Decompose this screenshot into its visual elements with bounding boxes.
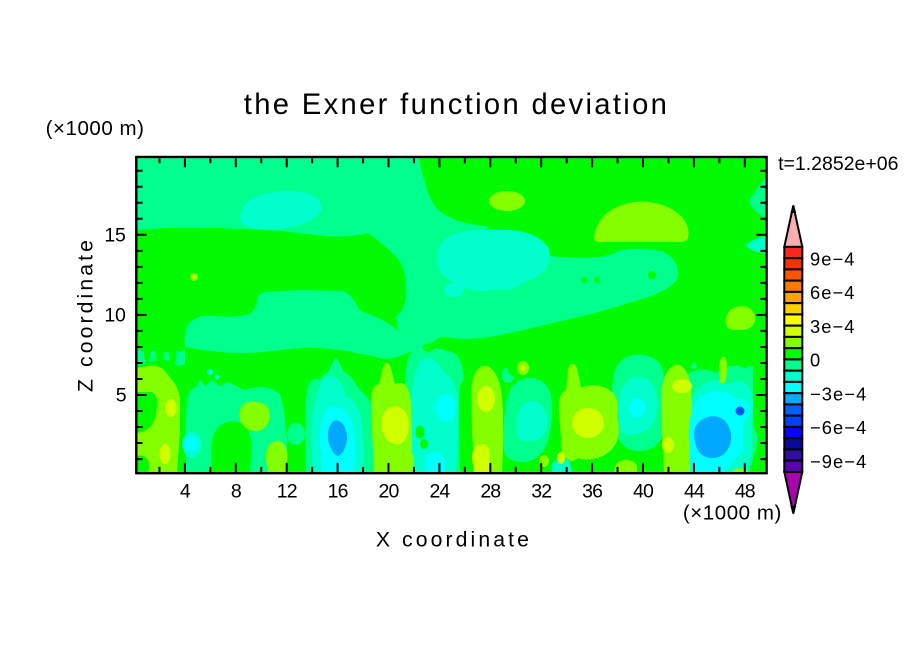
svg-text:−6e−4: −6e−4 <box>810 417 867 438</box>
svg-text:8: 8 <box>231 480 241 502</box>
svg-text:24: 24 <box>429 480 450 502</box>
svg-text:the Exner function deviation: the Exner function deviation <box>244 89 669 121</box>
svg-text:−9e−4: −9e−4 <box>810 451 867 472</box>
svg-text:48: 48 <box>735 480 755 502</box>
svg-text:−3e−4: −3e−4 <box>810 383 867 404</box>
svg-text:36: 36 <box>582 480 602 502</box>
svg-text:44: 44 <box>684 480 705 502</box>
svg-text:Z coordinate: Z coordinate <box>75 237 98 392</box>
svg-text:(×1000 m): (×1000 m) <box>46 117 145 140</box>
svg-text:X coordinate: X coordinate <box>376 528 532 551</box>
svg-text:4: 4 <box>180 480 191 502</box>
svg-text:3e−4: 3e−4 <box>810 316 856 337</box>
svg-text:6e−4: 6e−4 <box>810 282 856 303</box>
svg-text:40: 40 <box>633 480 654 502</box>
svg-text:5: 5 <box>116 384 127 406</box>
svg-text:12: 12 <box>277 480 297 502</box>
svg-text:(×1000 m): (×1000 m) <box>683 502 782 525</box>
svg-text:t=1.2852e+06: t=1.2852e+06 <box>778 153 898 175</box>
svg-text:15: 15 <box>104 225 126 247</box>
svg-text:28: 28 <box>480 480 500 502</box>
svg-text:32: 32 <box>531 480 551 502</box>
svg-text:9e−4: 9e−4 <box>810 248 856 269</box>
svg-text:0: 0 <box>810 350 821 371</box>
svg-text:10: 10 <box>104 305 126 327</box>
svg-text:20: 20 <box>379 480 400 502</box>
svg-text:16: 16 <box>328 480 348 502</box>
